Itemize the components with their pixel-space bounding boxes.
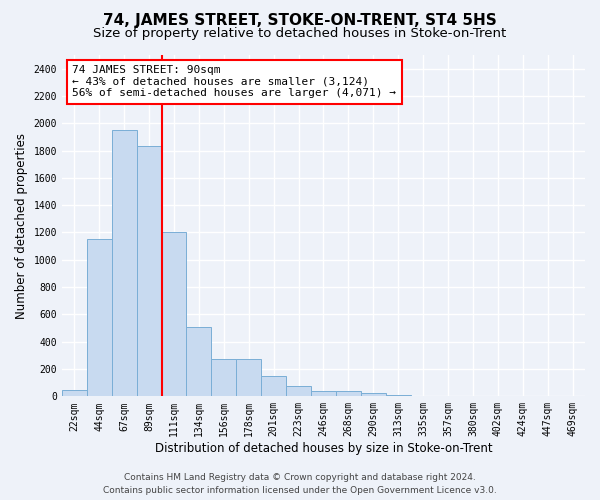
Text: Size of property relative to detached houses in Stoke-on-Trent: Size of property relative to detached ho… [94,28,506,40]
Bar [62,390,87,396]
Text: 74 JAMES STREET: 90sqm
← 43% of detached houses are smaller (3,124)
56% of semi-: 74 JAMES STREET: 90sqm ← 43% of detached… [73,65,397,98]
Bar [361,393,386,396]
X-axis label: Distribution of detached houses by size in Stoke-on-Trent: Distribution of detached houses by size … [155,442,492,455]
Bar [187,326,211,396]
Bar [87,240,112,396]
Bar [161,232,187,396]
Text: Contains HM Land Registry data © Crown copyright and database right 2024.
Contai: Contains HM Land Registry data © Crown c… [103,474,497,495]
Y-axis label: Number of detached properties: Number of detached properties [15,132,28,318]
Bar [261,376,286,396]
Bar [112,130,137,396]
Bar [386,395,410,396]
Bar [137,146,161,396]
Text: 74, JAMES STREET, STOKE-ON-TRENT, ST4 5HS: 74, JAMES STREET, STOKE-ON-TRENT, ST4 5H… [103,12,497,28]
Bar [336,391,361,396]
Bar [286,386,311,396]
Bar [211,360,236,397]
Bar [311,391,336,396]
Bar [236,360,261,397]
